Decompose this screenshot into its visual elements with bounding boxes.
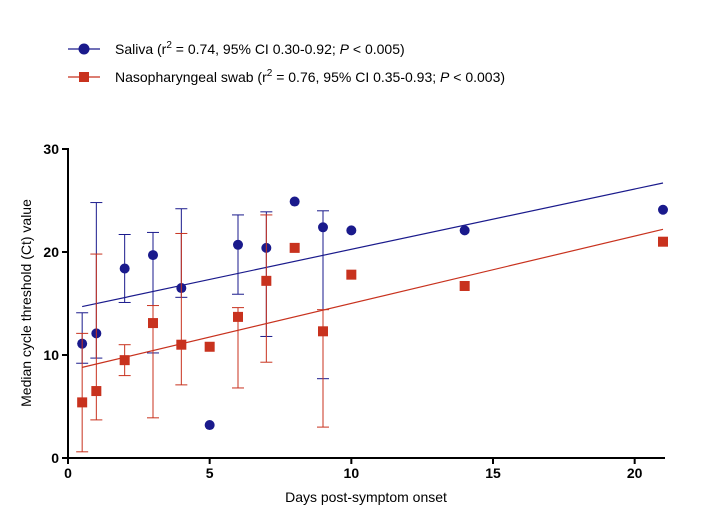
data-point-nasopharyngeal [148, 318, 158, 329]
data-point-nasopharyngeal [77, 397, 88, 408]
plot-area [76, 182, 668, 453]
legend-label-saliva: Saliva (r2 = 0.74, 95% CI 0.30-0.92; P <… [115, 40, 405, 57]
data-point-nasopharyngeal [119, 355, 130, 366]
data-point-saliva [204, 420, 215, 431]
y-tick-label: 10 [43, 347, 59, 363]
data-point-nasopharyngeal [289, 242, 300, 253]
data-point-saliva [658, 204, 668, 215]
legend-label-nasopharyngeal: Nasopharyngeal swab (r2 = 0.76, 95% CI 0… [115, 68, 505, 85]
legend-marker-saliva [78, 43, 90, 55]
data-point-nasopharyngeal [91, 386, 102, 397]
x-axis-title: Days post-symptom onset [285, 489, 447, 505]
data-point-saliva [119, 263, 130, 274]
y-tick-label: 30 [43, 141, 59, 157]
legend: Saliva (r2 = 0.74, 95% CI 0.30-0.92; P <… [68, 40, 505, 85]
y-tick-label: 0 [51, 450, 59, 466]
x-tick-label: 10 [344, 465, 360, 481]
data-point-nasopharyngeal [176, 339, 187, 350]
series-saliva [76, 182, 668, 431]
x-tick-label: 5 [206, 465, 214, 481]
data-point-saliva [346, 225, 357, 236]
y-axis-title: Median cycle threshold (Ct) value [18, 199, 34, 407]
y-axis-ticks: 0 10 20 30 [43, 141, 68, 466]
data-point-nasopharyngeal [233, 311, 243, 322]
x-tick-label: 15 [485, 465, 501, 481]
legend-marker-nasopharyngeal [79, 72, 89, 82]
x-axis-ticks: 0 5 10 15 20 [64, 458, 643, 481]
data-point-nasopharyngeal [318, 326, 328, 337]
trend-line-saliva [82, 182, 664, 308]
data-point-saliva [233, 239, 243, 250]
data-point-nasopharyngeal [204, 341, 215, 352]
data-point-saliva [318, 222, 328, 233]
trend-line-nasopharyngeal [82, 228, 664, 368]
y-tick-label: 20 [43, 244, 59, 260]
data-point-saliva [459, 225, 470, 236]
series-nasopharyngeal [76, 214, 668, 453]
data-point-nasopharyngeal [658, 236, 668, 247]
data-point-saliva [148, 250, 158, 261]
data-point-saliva [289, 196, 300, 207]
x-tick-label: 20 [627, 465, 643, 481]
x-tick-label: 0 [64, 465, 72, 481]
legend-item-nasopharyngeal: Nasopharyngeal swab (r2 = 0.76, 95% CI 0… [68, 68, 505, 85]
data-point-nasopharyngeal [261, 275, 272, 286]
data-point-nasopharyngeal [346, 269, 357, 280]
legend-item-saliva: Saliva (r2 = 0.74, 95% CI 0.30-0.92; P <… [68, 40, 405, 57]
data-point-nasopharyngeal [459, 280, 470, 291]
